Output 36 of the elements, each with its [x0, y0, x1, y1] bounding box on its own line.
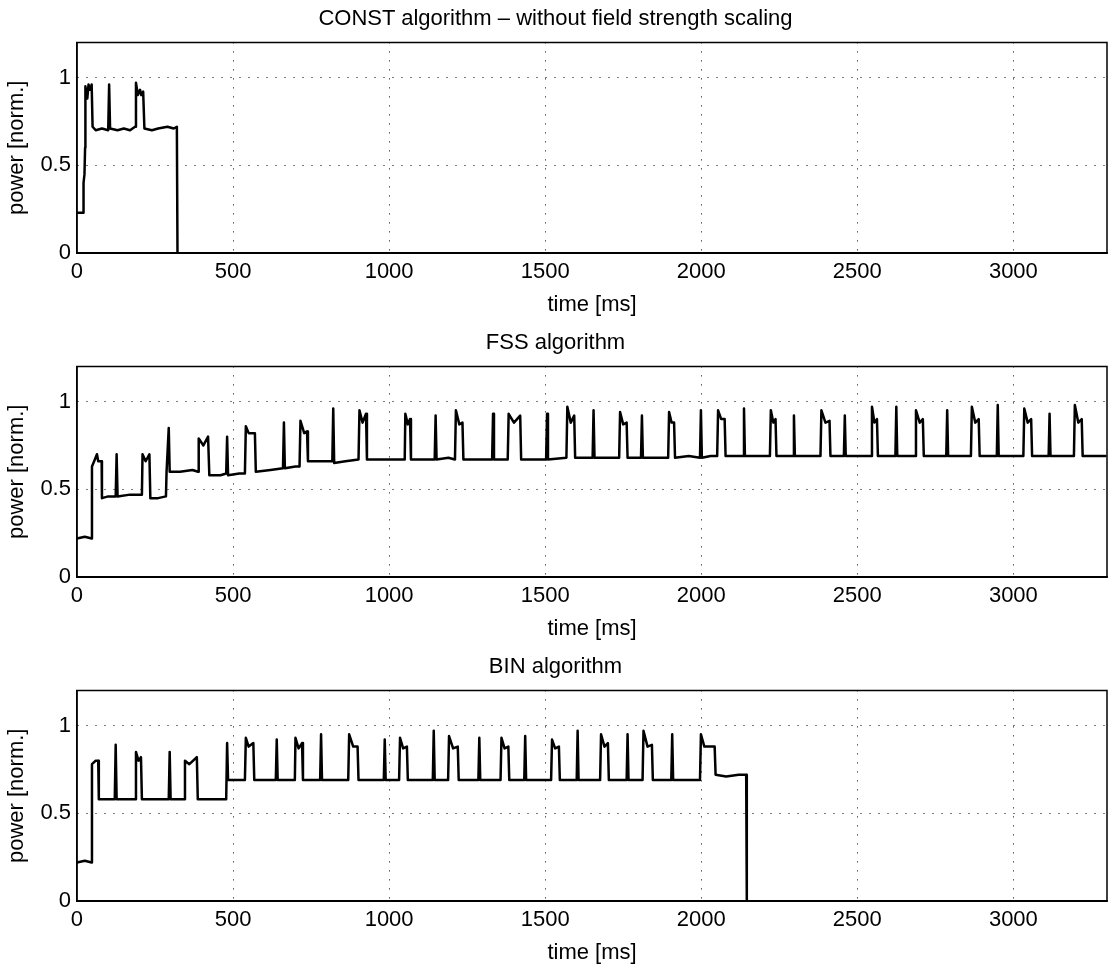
y-tick-label: 1: [58, 387, 71, 413]
x-tick-label: 500: [214, 258, 252, 284]
x-tick-label: 2500: [832, 258, 882, 284]
y-tick-label: 1: [58, 63, 71, 89]
x-tick-label: 500: [214, 906, 252, 932]
y-tick-label: 1: [58, 711, 71, 737]
x-tick-label: 1500: [520, 258, 570, 284]
x-tick-label: 2500: [832, 582, 882, 608]
x-tick-label: 2000: [676, 582, 726, 608]
x-tick-label: 2000: [676, 258, 726, 284]
x-tick-label: 3000: [988, 582, 1038, 608]
y-axis-title: power [norm.]: [3, 404, 29, 540]
y-tick-label: 0: [58, 239, 71, 265]
y-tick-label: 0.5: [40, 799, 71, 825]
chart-title: BIN algorithm: [488, 653, 623, 679]
x-tick-label: 500: [214, 582, 252, 608]
x-axis-title: time [ms]: [547, 938, 637, 964]
chart-title: CONST algorithm – without field strength scaling: [318, 5, 793, 31]
x-tick-label: 3000: [988, 906, 1038, 932]
x-tick-label: 1000: [364, 906, 414, 932]
x-axis-title: time [ms]: [547, 290, 637, 316]
x-tick-label: 1000: [364, 258, 414, 284]
y-axis-title: power [norm.]: [3, 80, 29, 216]
x-tick-label: 2500: [832, 906, 882, 932]
y-tick-label: 0.5: [40, 475, 71, 501]
x-tick-label: 1500: [520, 582, 570, 608]
x-tick-label: 2000: [676, 906, 726, 932]
x-axis-title: time [ms]: [547, 614, 637, 640]
chart-title: FSS algorithm: [485, 329, 626, 355]
y-tick-label: 0.5: [40, 151, 71, 177]
y-axis-title: power [norm.]: [3, 728, 29, 864]
x-tick-label: 1000: [364, 582, 414, 608]
x-tick-label: 3000: [988, 258, 1038, 284]
y-tick-label: 0: [58, 887, 71, 913]
y-tick-label: 0: [58, 563, 71, 589]
x-tick-label: 1500: [520, 906, 570, 932]
